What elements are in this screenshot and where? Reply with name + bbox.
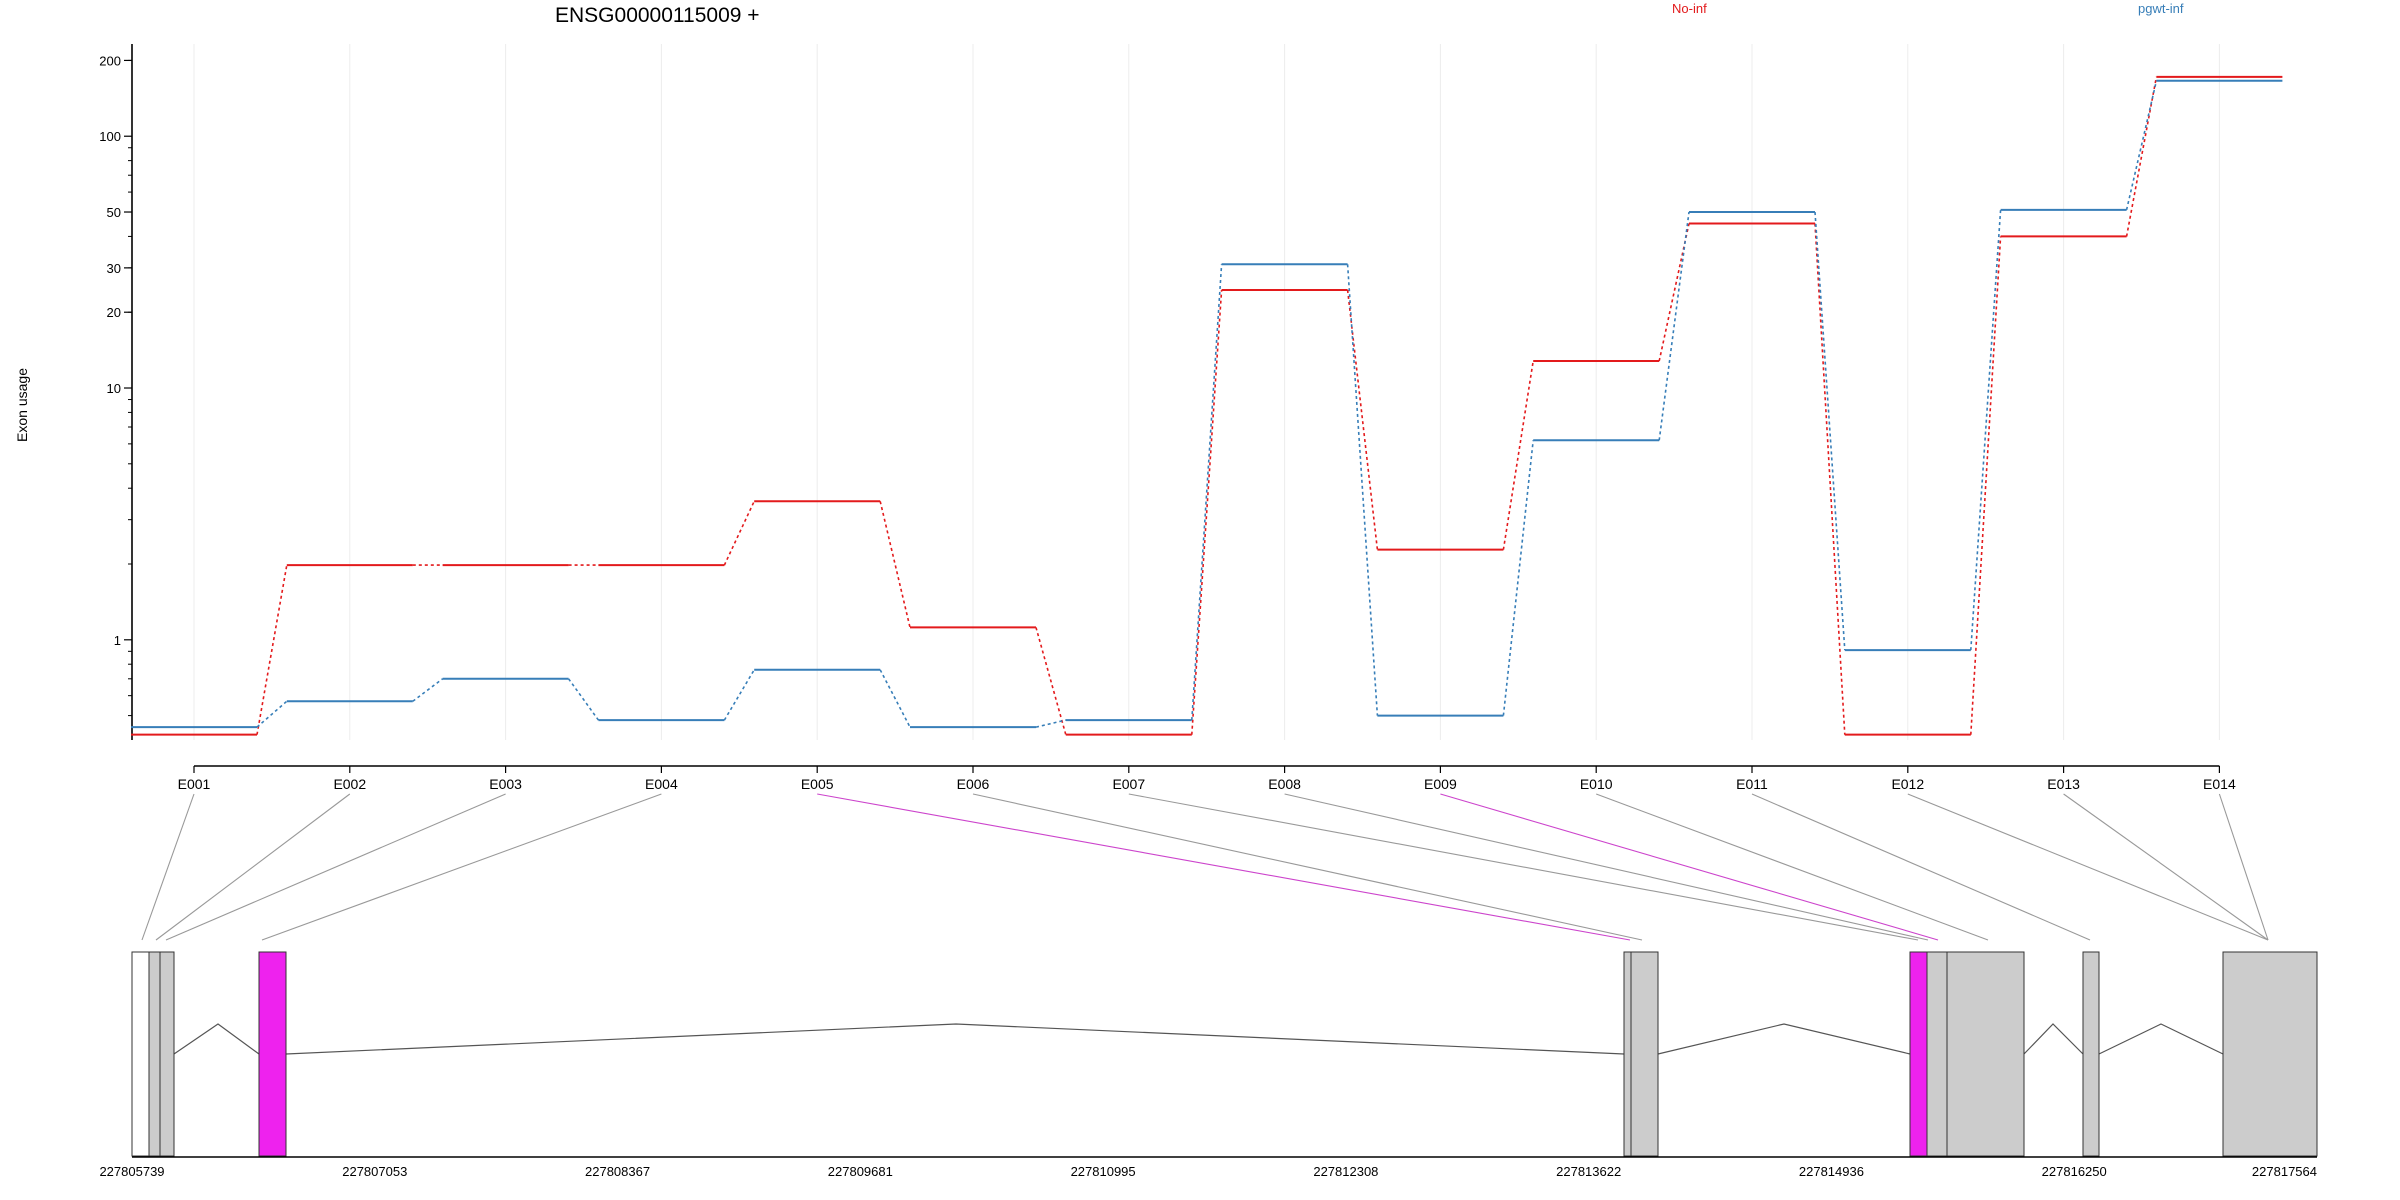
coordinate-label: 227810995 (1071, 1164, 1136, 1179)
series-pgwt-inf (131, 79, 2283, 729)
series-no-inf (131, 75, 2283, 736)
series-pgwt-inf-connector (256, 700, 288, 728)
intron-line (285, 1023, 1625, 1055)
x-tick-label-e008: E008 (1268, 776, 1301, 792)
coordinate-label: 227808367 (585, 1164, 650, 1179)
legend-pgwt-inf: pgwt-inf (2138, 1, 2184, 16)
exon-block (258, 951, 287, 1157)
x-tick-label-e005: E005 (801, 776, 834, 792)
genomic-coordinate-axis: 227805739 227807053 227808367 227809681 2278… (99, 1156, 2317, 1179)
series-pgwt-inf-connector (879, 669, 911, 728)
connector-e011 (1751, 793, 2091, 941)
exon-block (1630, 951, 1659, 1157)
series-pgwt-inf-connector (1658, 211, 1690, 441)
connector-e007 (1128, 793, 1919, 941)
exon-block (2222, 951, 2318, 1157)
x-tick-label-e010: E010 (1580, 776, 1613, 792)
exon-block (148, 951, 161, 1157)
series-no-inf-connector (723, 500, 755, 566)
series-pgwt-inf-connector (2125, 80, 2158, 211)
exon-block (1909, 951, 1928, 1157)
series-lines (131, 75, 2283, 736)
series-pgwt-inf-connector (723, 669, 755, 721)
series-pgwt-inf-connector (412, 678, 444, 702)
gene-model (131, 951, 2318, 1157)
intron-line (2098, 1023, 2224, 1055)
coordinate-label: 227805739 (99, 1164, 164, 1179)
x-tick-label-e007: E007 (1112, 776, 1145, 792)
x-tick-label-e002: E002 (333, 776, 366, 792)
connector-e014 (2218, 793, 2269, 941)
series-no-inf-connector (1191, 289, 1223, 735)
connector-e001 (141, 793, 195, 941)
x-tick-label-e011: E011 (1736, 776, 1768, 792)
x-tick-label-e013: E013 (2047, 776, 2080, 792)
coordinate-label: 227809681 (828, 1164, 893, 1179)
series-no-inf-connector (879, 501, 911, 628)
connector-e005 (817, 793, 1631, 941)
y-tick-label: 10 (107, 381, 121, 396)
series-pgwt-inf-connector (1814, 211, 1846, 651)
connector-e009 (1440, 793, 1939, 941)
y-tick-label: 30 (107, 261, 121, 276)
coordinate-label: 227807053 (342, 1164, 407, 1179)
exon-connectors (141, 793, 2269, 941)
connector-e008 (1284, 793, 1929, 941)
series-no-inf-connector (1502, 360, 1534, 550)
x-tick-label-e003: E003 (489, 776, 522, 792)
y-tick-label: 200 (99, 53, 121, 68)
y-axis-label: Exon usage (14, 368, 30, 442)
exon-block (131, 951, 150, 1157)
intron-line (2023, 1023, 2084, 1055)
exon-block (159, 951, 175, 1157)
series-no-inf-connector (1035, 627, 1067, 735)
series-no-inf-connector (1658, 223, 1690, 362)
connector-e002 (155, 793, 351, 941)
exon-block (1623, 951, 1632, 1157)
connector-e006 (972, 793, 1643, 941)
coordinate-label: 227814936 (1799, 1164, 1864, 1179)
series-pgwt-inf-connector (1970, 209, 2002, 651)
x-tick-label-e012: E012 (1891, 776, 1924, 792)
series-pgwt-inf-connector (1191, 264, 1223, 721)
coordinate-label: 227817564 (2252, 1164, 2317, 1179)
connector-e010 (1596, 793, 1989, 941)
series-pgwt-inf-connector (1035, 719, 1066, 728)
coordinate-label: 227816250 (2042, 1164, 2107, 1179)
series-no-inf-connector (1814, 223, 1846, 735)
connector-e013 (2063, 793, 2269, 941)
series-no-inf-connector (2125, 76, 2158, 237)
series-no-inf-connector (1970, 236, 2002, 735)
chart-title: ENSG00000115009 + (555, 4, 760, 27)
y-tick-label: 20 (107, 305, 121, 320)
grid-lines (193, 44, 2220, 740)
y-tick-label: 1 (114, 633, 121, 648)
x-tick-label-e004: E004 (645, 776, 678, 792)
connector-e003 (165, 793, 506, 941)
coordinate-label: 227813622 (1556, 1164, 1621, 1179)
exon-block (1926, 951, 1948, 1157)
exon-block (2082, 951, 2100, 1157)
x-axis: E001 E002 E003 E004 E005 E006 E007 E008 E009 E010… (178, 765, 2236, 792)
y-axis: 200 100 50 30 20 10 1 (99, 44, 133, 740)
connector-e004 (261, 793, 662, 941)
x-tick-label-e014: E014 (2203, 776, 2236, 792)
series-pgwt-inf-connector (567, 678, 600, 721)
intron-line (1657, 1023, 1911, 1055)
coordinate-label: 227812308 (1313, 1164, 1378, 1179)
legend-no-inf: No-inf (1672, 1, 1707, 16)
intron-line (173, 1023, 260, 1055)
x-tick-label-e001: E001 (178, 776, 211, 792)
x-tick-label-e006: E006 (957, 776, 990, 792)
exon-block (1946, 951, 2025, 1157)
x-tick-label-e009: E009 (1424, 776, 1457, 792)
series-pgwt-inf-connector (1502, 440, 1534, 716)
series-no-inf-connector (256, 564, 288, 735)
series-no-inf-connector (1346, 289, 1379, 550)
y-tick-label: 50 (107, 205, 121, 220)
series-pgwt-inf-connector (1346, 264, 1379, 716)
y-tick-label: 100 (99, 129, 121, 144)
connector-e012 (1907, 793, 2269, 941)
